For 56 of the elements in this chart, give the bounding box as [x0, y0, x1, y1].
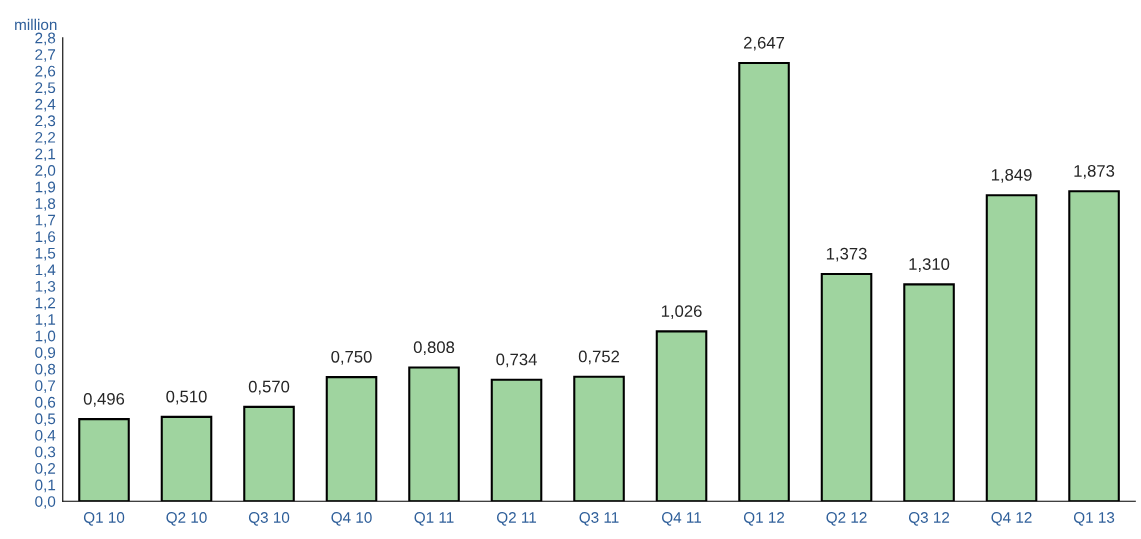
x-tick-label: Q1 13 [1073, 512, 1115, 526]
y-axis-title: million [15, 18, 57, 31]
y-tick-label: 0,0 [35, 496, 56, 509]
data-label: 2,647 [744, 36, 785, 51]
y-tick-label: 2,5 [35, 82, 56, 95]
data-label: 0,750 [331, 350, 372, 365]
y-tick-label: 0,9 [35, 347, 56, 360]
y-tick-label: 2,8 [35, 32, 56, 46]
x-tick-label: Q4 11 [662, 512, 702, 526]
data-label: 0,570 [248, 380, 290, 395]
y-tick-label: 1,3 [35, 280, 56, 294]
data-label: 0,808 [413, 341, 455, 356]
y-tick-label: 1,9 [35, 181, 56, 195]
data-label: 0,752 [578, 350, 620, 365]
data-label: 0,496 [83, 392, 125, 407]
y-tick-label: 0,3 [35, 446, 56, 460]
x-tick-label: Q2 12 [826, 512, 867, 526]
y-tick-label: 0,2 [35, 463, 56, 476]
data-label: 1,373 [826, 247, 867, 262]
y-tick-label: 1,8 [35, 198, 56, 211]
x-tick-label: Q4 12 [991, 512, 1032, 526]
x-tick-label: Q3 11 [579, 512, 619, 526]
y-tick-label: 2,4 [35, 98, 56, 112]
x-tick-label: Q4 10 [331, 512, 372, 526]
y-tick-label: 0,1 [35, 479, 56, 493]
y-tick-label: 1,0 [35, 330, 56, 344]
y-tick-label: 1,4 [35, 264, 56, 277]
y-tick-label: 1,6 [35, 231, 56, 244]
x-tick-label: Q2 11 [497, 512, 537, 526]
data-label: 0,734 [496, 353, 537, 368]
y-tick-label: 2,6 [35, 65, 56, 79]
x-tick-label: Q3 12 [908, 512, 950, 526]
y-tick-label: 2,1 [35, 148, 56, 162]
x-tick-label: Q2 10 [166, 512, 207, 526]
data-label: 1,026 [661, 305, 702, 319]
y-tick-label: 2,0 [35, 165, 56, 178]
y-tick-label: 1,2 [35, 297, 56, 311]
y-tick-label: 1,5 [35, 247, 56, 261]
y-tick-label: 0,7 [35, 380, 56, 393]
x-tick-label: Q1 11 [414, 512, 454, 526]
y-tick-label: 0,6 [35, 396, 56, 410]
y-tick-label: 1,7 [35, 214, 56, 228]
y-tick-label: 0,4 [35, 429, 56, 443]
y-tick-label: 1,1 [35, 314, 56, 327]
y-tick-label: 0,8 [35, 363, 56, 377]
x-tick-label: Q1 12 [743, 512, 785, 526]
y-tick-label: 2,2 [35, 131, 56, 145]
y-tick-label: 2,3 [35, 115, 56, 128]
y-tick-label: 2,7 [35, 49, 56, 62]
y-tick-label: 0,5 [35, 413, 56, 426]
x-tick-label: Q1 10 [83, 512, 125, 526]
data-label: 1,849 [991, 168, 1032, 183]
data-label: 1,873 [1074, 164, 1115, 179]
x-tick-label: Q3 10 [248, 512, 290, 526]
data-label: 1,310 [909, 258, 950, 272]
data-label: 0,510 [166, 390, 207, 405]
